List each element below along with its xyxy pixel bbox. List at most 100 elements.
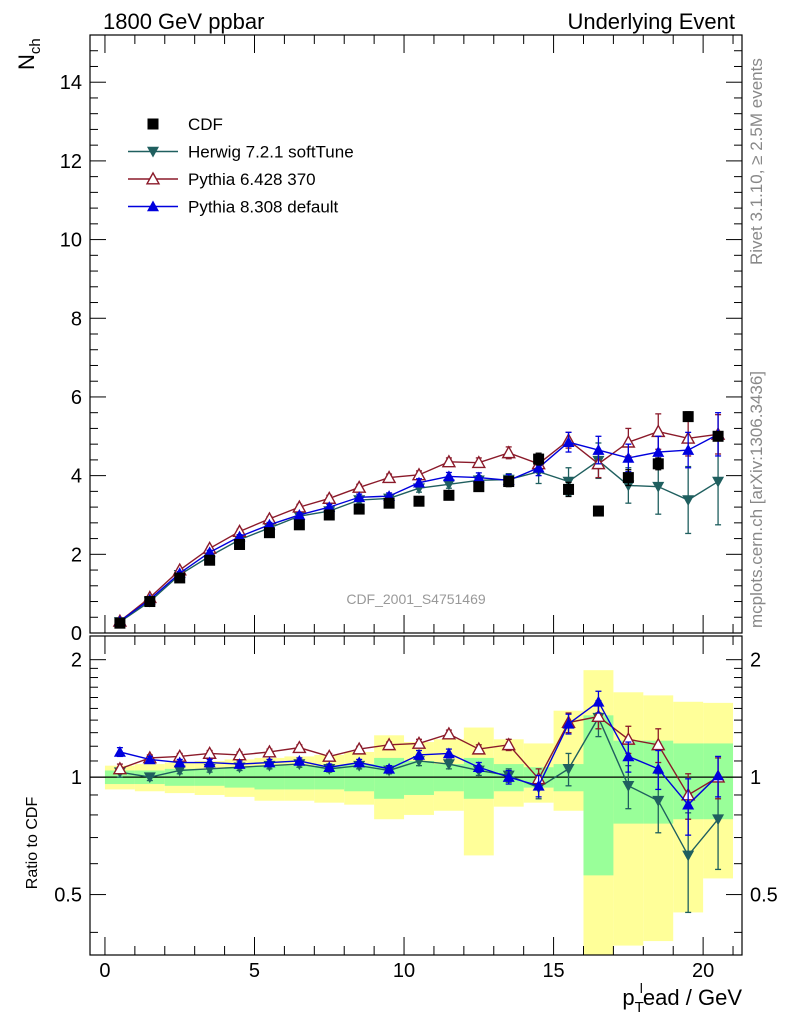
ratio-y-tick-label-right: 1	[750, 767, 761, 789]
data-point	[441, 726, 457, 740]
ratio-y-tick-labels: 0.5 0.5 1 1 2 2	[54, 650, 778, 907]
x-tick-label: 20	[692, 960, 714, 982]
ratio-panel: 0.5 0.5 1 1 2 2 0 5 10 15 20 Ratio to CDF pTlead …	[24, 635, 778, 1016]
data-point	[144, 596, 156, 608]
data-point	[143, 753, 156, 765]
x-tick-label: 15	[542, 960, 564, 982]
y-tick-label: 0	[71, 623, 82, 645]
data-point	[622, 472, 634, 484]
data-point	[203, 546, 216, 558]
data-point	[293, 519, 305, 531]
ratio-y-tick-label-right: 0.5	[750, 885, 778, 907]
data-point	[562, 717, 575, 729]
data-point	[532, 779, 545, 791]
data-point	[263, 518, 276, 530]
data-point	[622, 781, 635, 792]
data-point	[353, 503, 365, 515]
data-point	[592, 695, 605, 707]
data-point	[502, 771, 515, 782]
data-point	[562, 436, 575, 447]
data-point	[174, 572, 186, 584]
legend-item: Pythia 6.428 370	[128, 170, 316, 189]
data-point	[351, 479, 367, 493]
legend-marker	[147, 200, 159, 212]
data-point	[323, 509, 335, 521]
data-point	[322, 748, 337, 762]
data-point	[442, 759, 455, 771]
ratio-series-2	[113, 690, 725, 836]
y-tick-label: 2	[71, 544, 82, 566]
data-point	[173, 765, 186, 777]
ratio-y-tick-label-left: 0.5	[54, 885, 82, 907]
data-point	[443, 489, 455, 501]
data-point	[113, 745, 126, 757]
data-point	[592, 505, 604, 517]
data-point	[532, 461, 545, 473]
data-point	[503, 476, 515, 488]
side-mcplots-label: mcplots.cern.ch [arXiv:1306.3436]	[747, 371, 766, 628]
data-point	[712, 430, 724, 442]
data-point	[263, 756, 276, 768]
data-point	[651, 424, 666, 438]
data-point	[351, 741, 367, 755]
ratio-y-tick-label-right: 2	[750, 650, 761, 672]
data-point	[293, 508, 306, 520]
ratio-uncertainty-bands	[104, 670, 734, 955]
data-point	[383, 497, 395, 509]
legend-marker	[147, 146, 159, 158]
data-point	[442, 747, 455, 759]
legend-label: CDF	[188, 115, 223, 134]
data-point	[292, 740, 307, 754]
data-point	[682, 411, 694, 423]
data-point	[592, 444, 605, 455]
x-tick-labels: 0 5 10 15 20	[99, 960, 714, 982]
data-point	[652, 481, 665, 493]
y-tick-label: 8	[71, 308, 82, 330]
data-point	[591, 709, 606, 723]
data-point	[682, 798, 695, 810]
data-point	[563, 483, 575, 495]
data-point	[353, 491, 366, 503]
data-point	[622, 750, 635, 762]
data-point	[471, 741, 486, 755]
watermark-label: CDF_2001_S4751469	[346, 591, 486, 607]
data-point	[652, 795, 665, 807]
x-axis-label: pTlead / GeV	[622, 980, 742, 1016]
data-point	[652, 458, 664, 470]
data-point	[682, 444, 695, 455]
data-point	[112, 761, 128, 775]
data-point	[353, 756, 366, 768]
legend-marker	[145, 171, 161, 185]
y-tick-label: 14	[60, 72, 82, 94]
data-point	[441, 454, 457, 468]
green-band-bin	[583, 715, 614, 876]
data-point	[143, 772, 156, 784]
data-point	[233, 758, 246, 769]
legend-label: Herwig 7.2.1 softTune	[188, 143, 354, 162]
y-tick-label: 12	[60, 151, 82, 173]
legend-item: CDF	[147, 115, 223, 134]
main-frame	[89, 34, 743, 634]
y-tick-label: 10	[60, 230, 82, 252]
data-point	[114, 617, 126, 629]
data-point	[383, 762, 396, 774]
data-point	[442, 479, 455, 491]
legend-item: Herwig 7.2.1 softTune	[128, 143, 354, 162]
data-point	[204, 554, 216, 566]
data-point	[233, 530, 246, 542]
data-point	[473, 481, 485, 493]
main-axis-ticks	[90, 35, 742, 634]
data-point	[381, 737, 397, 751]
data-point	[652, 446, 665, 457]
legend: CDF Herwig 7.2.1 softTune Pythia 6.428 370…	[128, 115, 354, 217]
x-tick-label: 5	[249, 960, 260, 982]
data-point	[712, 476, 725, 488]
data-point	[472, 471, 485, 483]
data-point	[381, 470, 397, 484]
data-point	[323, 501, 336, 512]
y-tick-label: 6	[71, 387, 82, 409]
data-point	[533, 453, 545, 465]
data-point	[412, 476, 425, 488]
ratio-y-tick-label-left: 1	[71, 767, 82, 789]
